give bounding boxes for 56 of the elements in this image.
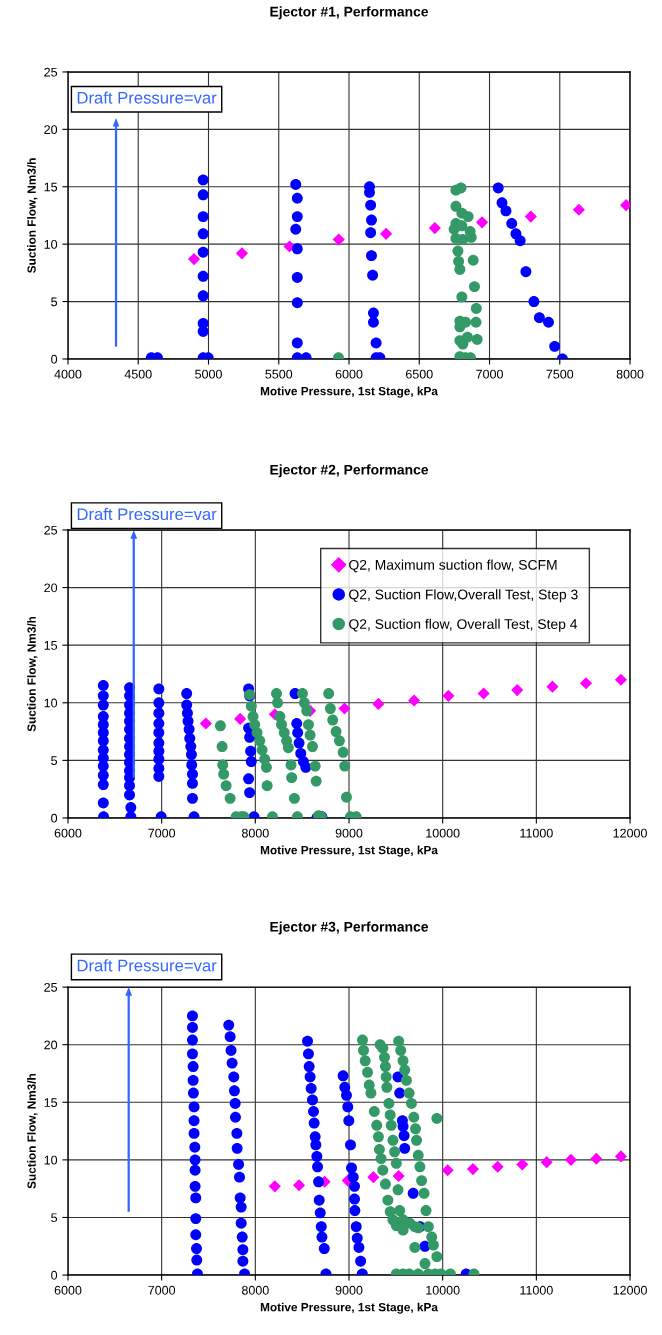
x-axis-title: Motive Pressure, 1st Stage, kPa xyxy=(260,386,438,398)
y-tick-label: 15 xyxy=(44,1098,58,1107)
chart-title: Ejector #3, Performance xyxy=(270,921,429,935)
x-tick-label: 7000 xyxy=(148,1285,176,1295)
x-tick-label: 10000 xyxy=(426,828,460,838)
x-tick-label: 5000 xyxy=(195,369,222,379)
text: Draft Pressure=var xyxy=(77,507,217,521)
legend-label: Q2, Maximum suction flow, SCFM xyxy=(349,559,557,573)
x-tick-label: 7000 xyxy=(476,369,503,379)
y-tick-label: 20 xyxy=(44,583,58,593)
y-tick-label: 20 xyxy=(44,125,58,135)
x-tick-label: 9000 xyxy=(335,828,363,838)
x-tick-label: 12000 xyxy=(613,1285,647,1295)
y-axis-title: Suction Flow, Nm3/h xyxy=(27,158,38,273)
y-tick-label: 10 xyxy=(44,239,58,249)
y-tick-label: 5 xyxy=(51,756,58,766)
chart-title: Ejector #1, Performance xyxy=(270,6,429,20)
x-tick-label: 11000 xyxy=(520,828,553,838)
y-tick-label: 0 xyxy=(51,354,58,364)
y-tick-label: 0 xyxy=(51,813,58,823)
x-tick-label: 10000 xyxy=(426,1285,460,1295)
x-tick-label: 8000 xyxy=(241,828,269,838)
y-axis-title: Suction Flow, Nm3/h xyxy=(27,616,38,732)
y-tick-label: 25 xyxy=(44,525,58,535)
text: Draft Pressure=var xyxy=(77,959,217,972)
x-axis-title: Motive Pressure, 1st Stage, kPa xyxy=(260,845,438,857)
chart-title: Ejector #2, Performance xyxy=(270,464,429,478)
x-tick-label: 12000 xyxy=(613,828,647,838)
x-axis-title: Motive Pressure, 1st Stage, kPa xyxy=(260,1302,438,1314)
x-tick-label: 11000 xyxy=(520,1285,553,1295)
y-tick-label: 0 xyxy=(51,1270,58,1280)
x-tick-label: 9000 xyxy=(335,1285,363,1295)
x-tick-label: 7000 xyxy=(148,828,176,838)
y-tick-label: 25 xyxy=(44,67,58,77)
x-tick-label: 8000 xyxy=(241,1285,269,1295)
x-tick-label: 4000 xyxy=(54,369,82,379)
x-tick-label: 8000 xyxy=(616,369,644,379)
annotation: Draft Pressure=var xyxy=(77,91,217,104)
x-tick-label: 6000 xyxy=(54,1285,82,1295)
y-tick-label: 15 xyxy=(44,641,58,650)
y-tick-label: 10 xyxy=(44,698,58,708)
x-tick-label: 6500 xyxy=(405,369,433,379)
y-tick-label: 5 xyxy=(51,1213,58,1223)
y-tick-label: 25 xyxy=(44,982,58,992)
x-tick-label: 7500 xyxy=(546,369,574,379)
y-tick-label: 20 xyxy=(44,1040,58,1050)
y-tick-label: 15 xyxy=(44,182,58,192)
y-axis-title: Suction Flow, Nm3/h xyxy=(27,1073,38,1189)
legend-label: Q2, Suction flow, Overall Test, Step 4 xyxy=(349,618,578,632)
x-tick-label: 5500 xyxy=(265,369,293,379)
y-tick-label: 10 xyxy=(44,1155,58,1165)
x-tick-label: 6000 xyxy=(54,828,82,838)
x-tick-label: 4500 xyxy=(124,369,152,379)
legend-label: Q2, Suction Flow,Overall Test, Step 3 xyxy=(349,589,578,603)
x-tick-label: 6000 xyxy=(335,369,363,379)
y-tick-label: 5 xyxy=(51,297,58,307)
